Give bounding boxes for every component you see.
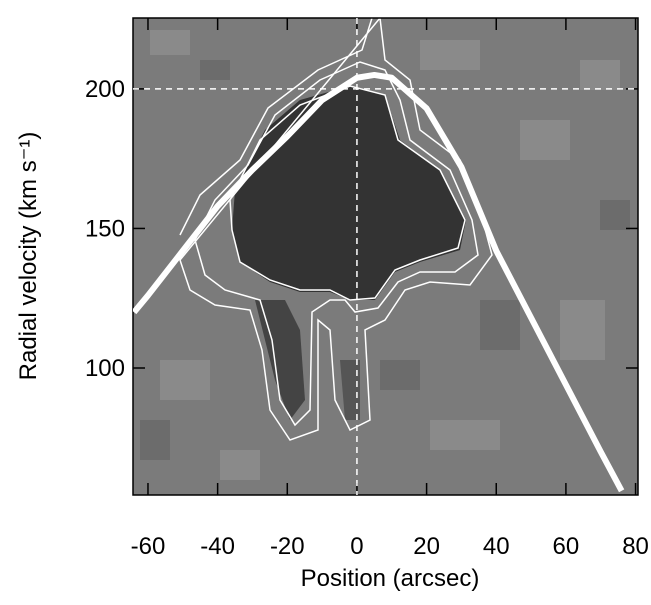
x-tick-label: -20: [270, 533, 305, 560]
x-axis-label: Position (arcsec): [301, 565, 480, 592]
x-tick-label: -40: [200, 533, 235, 560]
y-tick-label: 100: [85, 355, 125, 382]
plot-frame: [132, 17, 639, 496]
y-tick-label: 200: [85, 76, 125, 103]
model-curve: [133, 71, 625, 493]
x-tick-label: -60: [131, 533, 166, 560]
x-tick-label: 80: [622, 533, 649, 560]
image-background: [133, 18, 638, 495]
y-axis-label: Radial velocity (km s⁻¹): [15, 132, 42, 381]
lines: [133, 71, 625, 493]
x-tick-label: 20: [413, 533, 440, 560]
x-tick-label: 0: [350, 533, 363, 560]
y-tick-label: 150: [85, 215, 125, 242]
x-tick-label: 60: [553, 533, 580, 560]
x-tick-label: 40: [483, 533, 510, 560]
